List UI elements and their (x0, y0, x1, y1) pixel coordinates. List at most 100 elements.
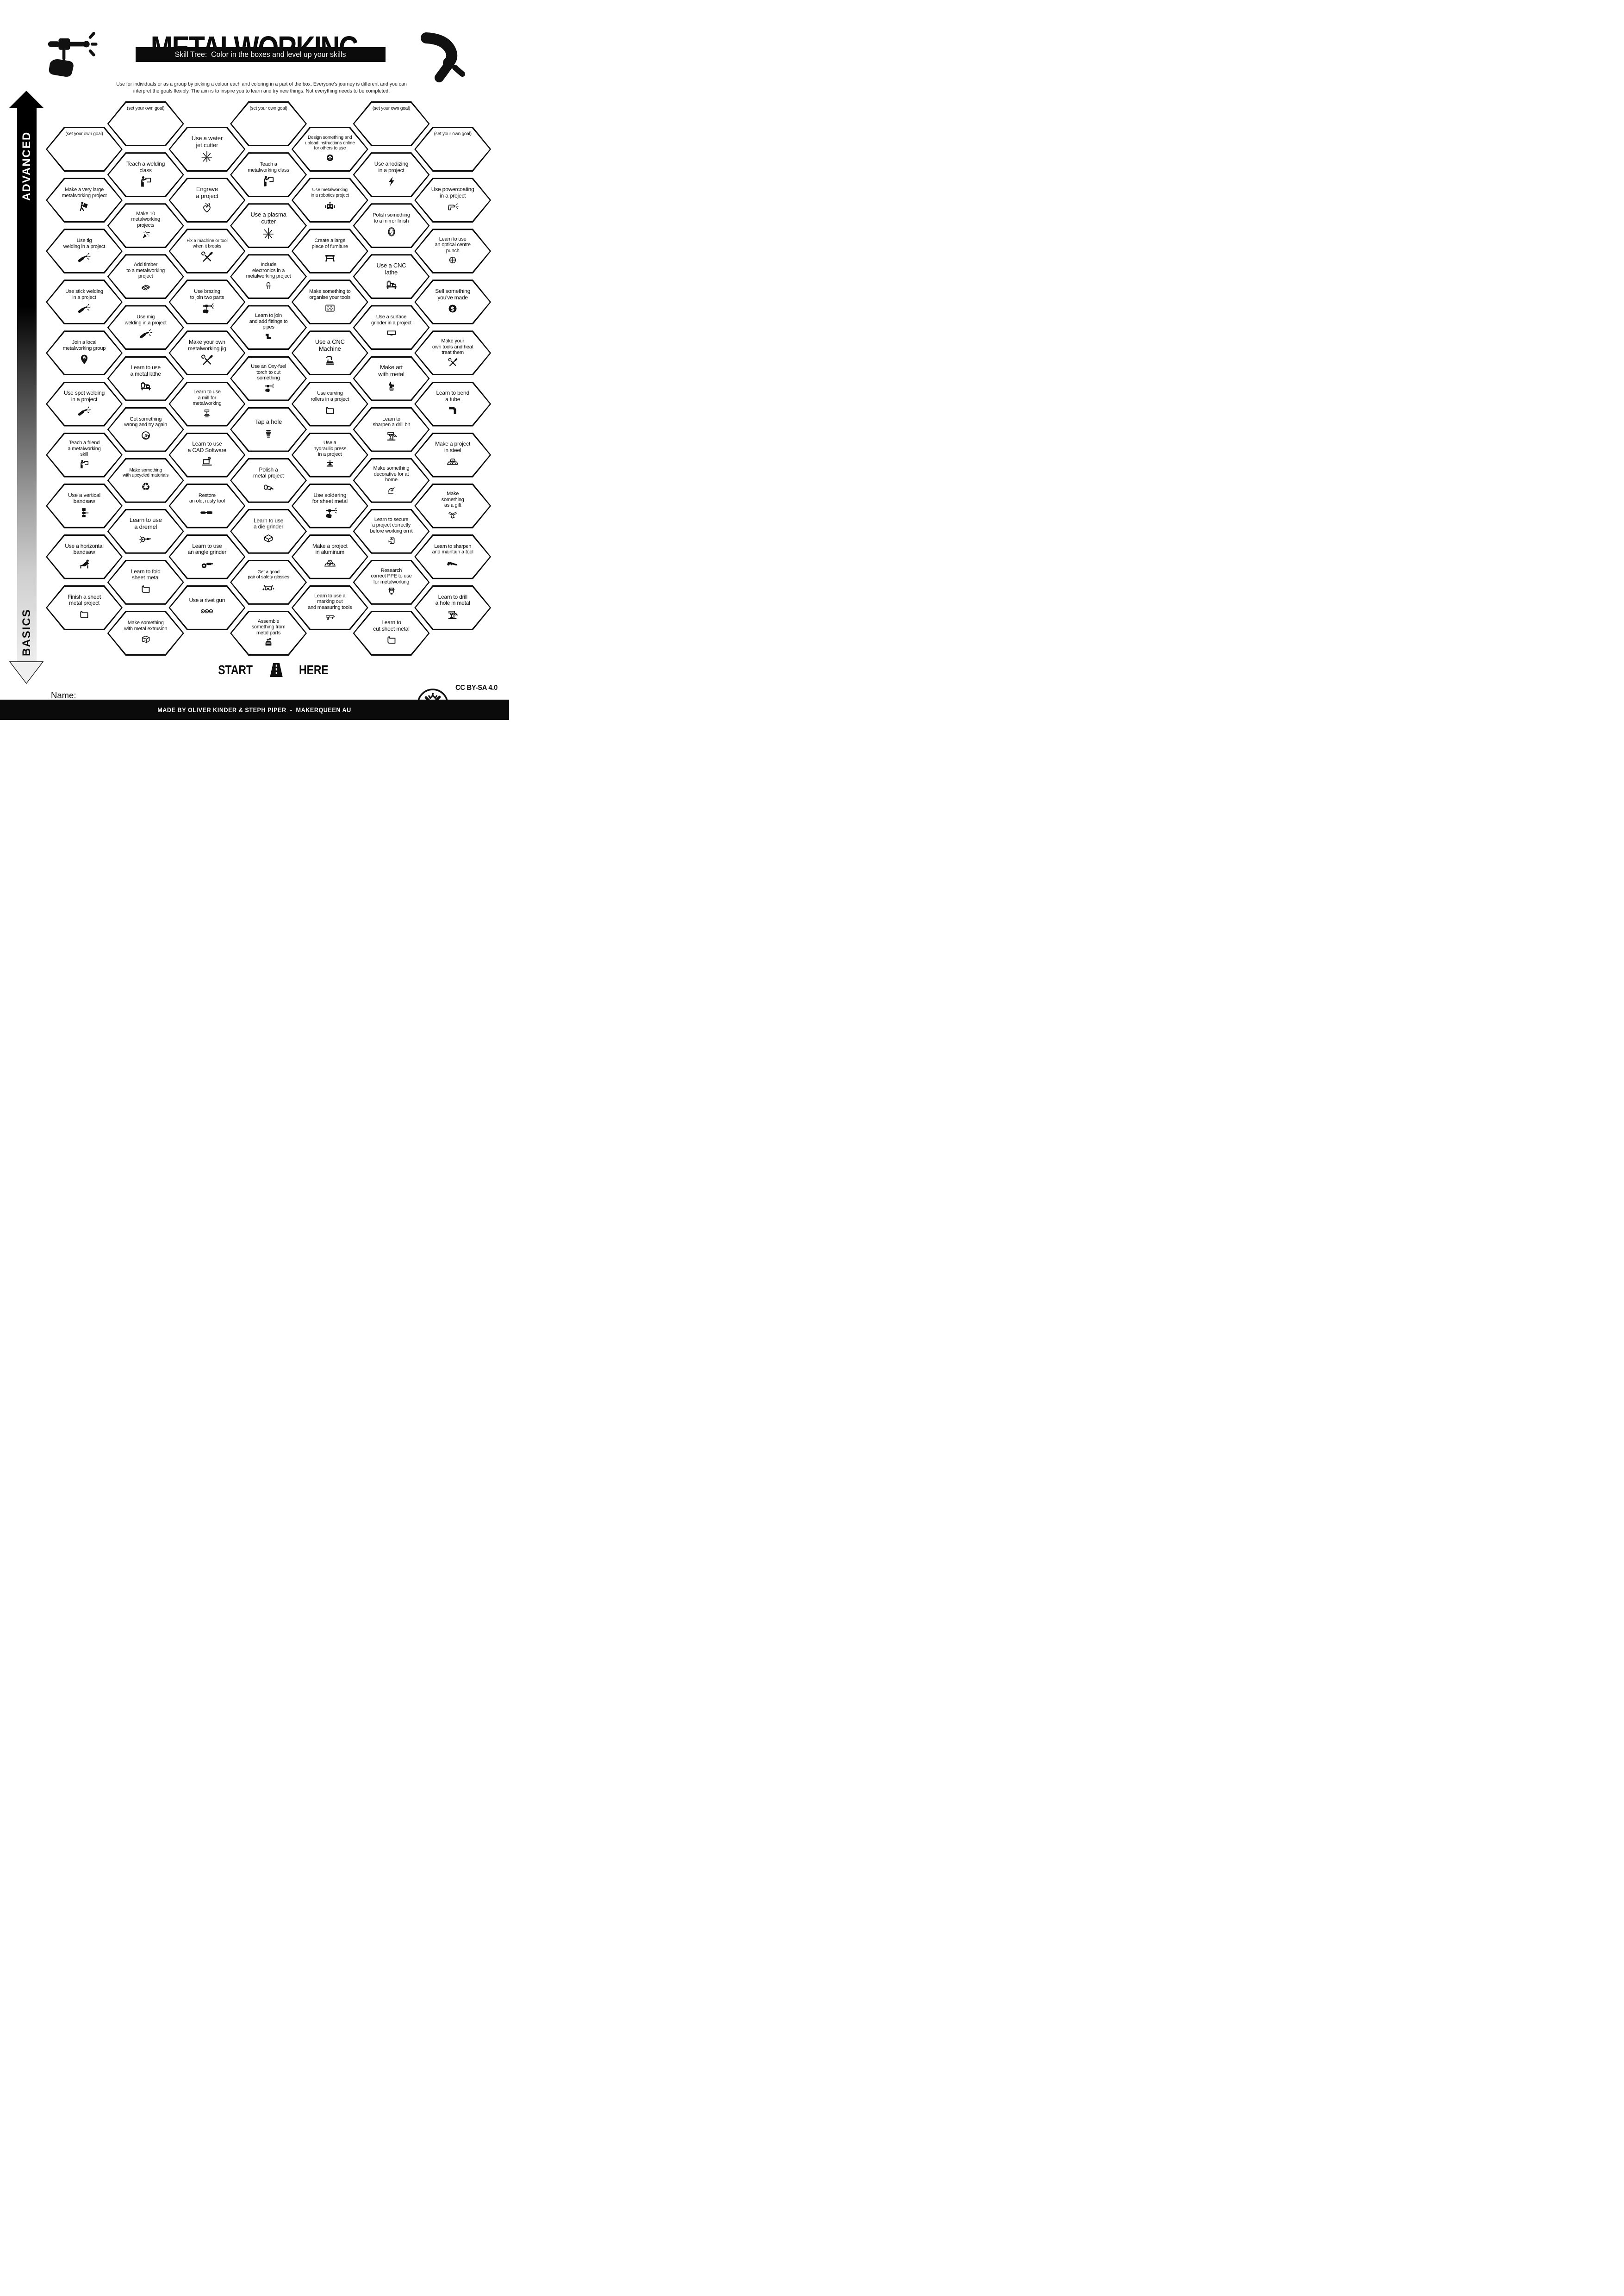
hex-use-anodizing-in-a-project[interactable]: Use anodizing in a project (353, 152, 430, 198)
polisher-icon (263, 484, 274, 490)
hex-restore-an-old-rusty-tool[interactable]: Restore an old, rusty tool (168, 483, 246, 528)
hex-finish-a-sheet-metal-project[interactable]: Finish a sheet metal project (46, 585, 123, 630)
hex-set-your-own-goal[interactable]: (set your own goal) (353, 101, 430, 146)
hex-use-a-vertical-bandsaw[interactable]: Use a vertical bandsaw (46, 483, 123, 528)
spark-burst-icon (263, 227, 274, 239)
hex-set-your-own-goal[interactable]: (set your own goal) (107, 101, 184, 146)
hex-engrave-a-project[interactable]: Engrave a project (168, 178, 246, 223)
hex-learn-to-sharpen-a-drill-bit[interactable]: Learn to sharpen a drill bit (353, 407, 430, 452)
hex-add-timber-to-a-metalworking-project[interactable]: Add timber to a metalworking project (107, 254, 184, 299)
footer-credit: MADE BY OLIVER KINDER & STEPH PIPER - MA… (157, 706, 352, 714)
hex-include-electronics-in-a-metalworking-project[interactable]: Include electronics in a metalworking pr… (230, 254, 307, 299)
hex-make-something-as-a-gift[interactable]: Make something as a gift (414, 483, 492, 528)
hex-use-brazing-to-join-two-parts[interactable]: Use brazing to join two parts (168, 279, 246, 325)
hex-learn-to-use-a-mill-for-metalworking[interactable]: Learn to use a mill for metalworking (168, 381, 246, 427)
hex-make-your-own-metalworking-jig[interactable]: Make your own metalworking jig (168, 330, 246, 376)
hex-teach-a-friend-a-metalworking-skill[interactable]: Teach a friend a metalworking skill (46, 432, 123, 478)
hex-polish-something-to-a-mirror-finish[interactable]: Polish something to a mirror finish (353, 203, 430, 248)
mirror-icon (387, 227, 395, 236)
hex-use-a-water-jet-cutter[interactable]: Use a water jet cutter (168, 127, 246, 172)
hand-torch-icon (265, 383, 274, 393)
furniture-bench-icon (324, 255, 336, 262)
hex-use-curving-rollers-in-a-project[interactable]: Use curving rollers in a project (291, 381, 368, 427)
hex-tap-a-hole[interactable]: Tap a hole (230, 407, 307, 452)
hex-get-a-good-pair-of-safety-glasses[interactable]: Get a good pair of safety glasses (230, 559, 307, 605)
hex-polish-a-metal-project[interactable]: Polish a metal project (230, 458, 307, 503)
hex-use-spot-welding-in-a-project[interactable]: Use spot welding in a project (46, 381, 123, 427)
hex-label: (set your own goal) (249, 106, 287, 111)
hex-set-your-own-goal[interactable]: (set your own goal) (230, 101, 307, 146)
pipe-fittings-icon (263, 331, 274, 342)
hex-use-powercoating-in-a-project[interactable]: Use powercoating in a project (414, 178, 492, 223)
hex-set-your-own-goal[interactable]: (set your own goal) (414, 127, 492, 172)
hex-use-mig-welding-in-a-project[interactable]: Use mig welding in a project (107, 305, 184, 350)
metalworking-skill-tree-poster: METALWORKING Skill Tree: Color in the bo… (0, 0, 509, 720)
hex-label: Engrave a project (196, 185, 218, 199)
hex-use-a-rivet-gun[interactable]: Use a rivet gun (168, 585, 246, 630)
hex-learn-to-fold-sheet-metal[interactable]: Learn to fold sheet metal (107, 559, 184, 605)
hex-create-a-large-piece-of-furniture[interactable]: Create a large piece of furniture (291, 229, 368, 274)
hex-learn-to-use-a-metal-lathe[interactable]: Learn to use a metal lathe (107, 356, 184, 401)
hex-learn-to-use-a-dremel[interactable]: Learn to use a dremel (107, 509, 184, 554)
hex-learn-to-use-a-cad-software[interactable]: Learn to use a CAD Software (168, 432, 246, 478)
hex-label: Research correct PPE to use for metalwor… (371, 567, 412, 585)
hex-research-correct-ppe-to-use-for-metalworking[interactable]: Research correct PPE to use for metalwor… (353, 559, 430, 605)
engrave-heart-icon (203, 203, 211, 213)
hex-label: Fix a machine or tool when it breaks (187, 238, 228, 249)
hex-use-a-cnc-lathe[interactable]: Use a CNC lathe (353, 254, 430, 299)
hex-sell-something-you-ve-made[interactable]: Sell something you've made (414, 279, 492, 325)
hex-make-your-own-tools-and-heat-treat-them[interactable]: Make your own tools and heat treat them (414, 330, 492, 376)
hex-use-stick-welding-in-a-project[interactable]: Use stick welding in a project (46, 279, 123, 325)
name-input[interactable] (80, 691, 206, 701)
hex-label: Join a local metalworking group (62, 340, 106, 351)
hex-label: Make 10 metalworking projects (131, 211, 160, 228)
hex-teach-a-welding-class[interactable]: Teach a welding class (107, 152, 184, 198)
hex-label: Use an Oxy-fuel torch to cut something (251, 364, 286, 381)
hex-label: Make something as a gift (441, 491, 464, 509)
hex-design-something-and-upload-instructions-online-[interactable]: Design something and upload instructions… (291, 127, 368, 172)
hex-learn-to-use-an-angle-grinder[interactable]: Learn to use an angle grinder (168, 534, 246, 579)
pegboard-icon (325, 304, 335, 312)
hex-fix-a-machine-or-tool-when-it-breaks[interactable]: Fix a machine or tool when it breaks (168, 229, 246, 274)
hex-learn-to-use-a-die-grinder[interactable]: Learn to use a die grinder (230, 509, 307, 554)
hex-learn-to-use-an-optical-centre-punch[interactable]: Learn to use an optical centre punch (414, 229, 492, 274)
hex-learn-to-sharpen-and-maintain-a-tool[interactable]: Learn to sharpen and maintain a tool (414, 534, 492, 579)
hex-label: Use brazing to join two parts (190, 289, 224, 300)
hex-make-something-with-upcycled-materials[interactable]: Make something with upcycled materials (107, 458, 184, 503)
hex-use-a-plasma-cutter[interactable]: Use a plasma cutter (230, 203, 307, 248)
hex-use-tig-welding-in-a-project[interactable]: Use tig welding in a project (46, 229, 123, 274)
hex-make-something-with-metal-extrusion[interactable]: Make something with metal extrusion (107, 611, 184, 656)
hex-label: Teach a metalworking class (248, 161, 289, 173)
hex-get-something-wrong-and-try-again[interactable]: Get something wrong and try again (107, 407, 184, 452)
hex-learn-to-drill-a-hole-in-metal[interactable]: Learn to drill a hole in metal (414, 585, 492, 630)
hex-use-metalworking-in-a-robotics-project[interactable]: Use metalworking in a robotics project (291, 178, 368, 223)
hex-use-a-cnc-machine[interactable]: Use a CNC Machine (291, 330, 368, 376)
hex-join-a-local-metalworking-group[interactable]: Join a local metalworking group (46, 330, 123, 376)
hex-use-a-hydraulic-press-in-a-project[interactable]: Use a hydraulic press in a project (291, 432, 368, 478)
hex-assemble-something-from-metal-parts[interactable]: Assemble something from metal parts (230, 611, 307, 656)
hex-make-10-metalworking-projects[interactable]: Make 10 metalworking projects (107, 203, 184, 248)
hex-learn-to-join-and-add-fittings-to-pipes[interactable]: Learn to join and add fittings to pipes (230, 305, 307, 350)
hex-label: Use curving rollers in a project (311, 391, 349, 402)
angle-grinder-icon (201, 562, 213, 569)
hex-make-something-decorative-for-at-home[interactable]: Make something decorative for at home (353, 458, 430, 503)
hex-teach-a-metalworking-class[interactable]: Teach a metalworking class (230, 152, 307, 198)
spark-burst-icon (201, 151, 212, 162)
hex-make-something-to-organise-your-tools[interactable]: Make something to organise your tools (291, 279, 368, 325)
hex-make-a-very-large-metalworking-project[interactable]: Make a very large metalworking project (46, 178, 123, 223)
hex-use-a-surface-grinder-in-a-project[interactable]: Use a surface grinder in a project (353, 305, 430, 350)
hex-learn-to-secure-a-project-correctly-before-worki[interactable]: Learn to secure a project correctly befo… (353, 509, 430, 554)
hex-set-your-own-goal[interactable]: (set your own goal) (46, 127, 123, 172)
hex-use-soldering-for-sheet-metal[interactable]: Use soldering for sheet metal (291, 483, 368, 528)
hex-make-art-with-metal[interactable]: Make art with metal (353, 356, 430, 401)
hex-label: Use a CNC Machine (315, 338, 345, 352)
hex-learn-to-use-a-marking-out-and-measuring-tools[interactable]: Learn to use a marking out and measuring… (291, 585, 368, 630)
hex-make-a-project-in-steel[interactable]: Make a project in steel (414, 432, 492, 478)
hex-learn-to-cut-sheet-metal[interactable]: Learn to cut sheet metal (353, 611, 430, 656)
hex-make-a-project-in-aluminum[interactable]: Make a project in aluminum (291, 534, 368, 579)
hex-use-an-oxy-fuel-torch-to-cut-something[interactable]: Use an Oxy-fuel torch to cut something (230, 356, 307, 401)
hex-label: (set your own goal) (372, 106, 411, 111)
hex-learn-to-bend-a-tube[interactable]: Learn to bend a tube (414, 381, 492, 427)
hex-use-a-horizontal-bandsaw[interactable]: Use a horizontal bandsaw (46, 534, 123, 579)
hex-label: Make a very large metalworking project (62, 187, 107, 199)
